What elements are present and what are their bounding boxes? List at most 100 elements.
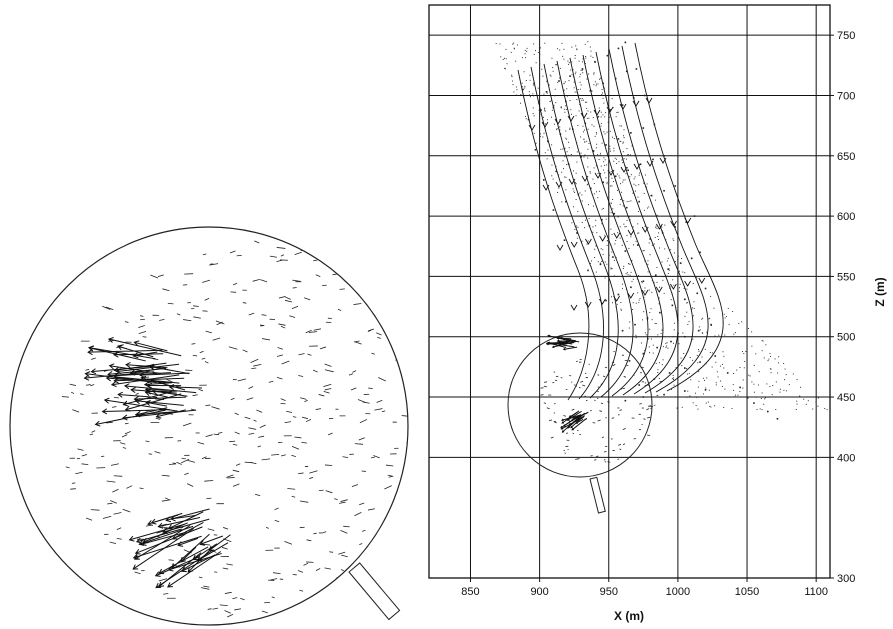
scatter-dot bbox=[593, 72, 595, 74]
scatter-dot bbox=[650, 338, 652, 340]
scatter-dot bbox=[568, 147, 570, 149]
scatter-dot bbox=[551, 175, 553, 177]
data-point bbox=[634, 323, 636, 326]
scatter-dot bbox=[661, 261, 663, 263]
scatter-dot bbox=[584, 227, 586, 229]
scatter-dot bbox=[539, 53, 541, 55]
scatter-dot bbox=[803, 398, 805, 400]
scatter-dot bbox=[581, 99, 583, 101]
vector-arrow bbox=[338, 551, 346, 555]
scatter-dot bbox=[576, 161, 578, 163]
vector-arrow bbox=[134, 571, 141, 575]
scatter-dot bbox=[551, 109, 553, 111]
scatter-dot bbox=[662, 359, 664, 361]
scatter-dot bbox=[616, 173, 618, 175]
jet-arrow bbox=[134, 341, 168, 352]
scatter-dot bbox=[584, 101, 586, 103]
scatter-dot bbox=[513, 42, 515, 44]
jet-arrow bbox=[158, 552, 202, 587]
scatter-dot bbox=[589, 171, 591, 173]
scatter-dot bbox=[637, 211, 639, 213]
jet-arrowhead bbox=[112, 351, 119, 358]
streamline-arrow bbox=[670, 220, 677, 227]
scatter-dot bbox=[571, 126, 573, 128]
data-point bbox=[625, 206, 628, 209]
vector-arrow bbox=[102, 305, 111, 310]
scatter-dot bbox=[592, 231, 594, 233]
scatter-dot bbox=[718, 334, 720, 336]
jet-arrowhead bbox=[158, 581, 165, 588]
scatter-dot bbox=[555, 165, 557, 167]
vector-arrow bbox=[301, 416, 309, 420]
scatter-dot bbox=[796, 379, 798, 381]
scatter-dot bbox=[582, 72, 584, 74]
scatter-dot bbox=[608, 254, 610, 256]
scatter-dot bbox=[581, 240, 583, 242]
plot-data-points bbox=[495, 41, 833, 420]
data-point bbox=[710, 323, 712, 326]
scatter-dot bbox=[621, 288, 623, 290]
vector-arrow bbox=[61, 396, 70, 398]
vector-arrow bbox=[265, 526, 269, 529]
scatter-dot bbox=[602, 169, 604, 171]
zoom-inset-boundary bbox=[9, 226, 409, 626]
scatter-dot bbox=[658, 362, 660, 364]
scatter-dot bbox=[510, 51, 512, 53]
vector-arrow bbox=[150, 274, 159, 279]
scatter-dot bbox=[796, 403, 798, 405]
vector-arrow bbox=[415, 367, 422, 369]
scatter-dot bbox=[657, 372, 659, 374]
data-point bbox=[605, 144, 607, 146]
scatter-dot bbox=[543, 132, 545, 134]
scatter-dot bbox=[637, 292, 639, 294]
scatter-dot bbox=[588, 142, 590, 144]
data-point bbox=[565, 100, 567, 103]
scatter-dot bbox=[598, 115, 600, 117]
scatter-dot bbox=[549, 100, 551, 102]
scatter-dot bbox=[616, 163, 618, 165]
data-point bbox=[739, 386, 741, 389]
scatter-dot bbox=[558, 174, 560, 176]
scatter-dot bbox=[564, 111, 566, 113]
scatter-dot bbox=[555, 102, 557, 104]
scatter-dot bbox=[565, 130, 567, 132]
scatter-dot bbox=[586, 107, 588, 109]
scatter-dot bbox=[626, 201, 628, 203]
scatter-dot bbox=[686, 288, 688, 290]
vector-arrow bbox=[261, 610, 268, 614]
scatter-dot bbox=[513, 91, 515, 93]
scatter-dot bbox=[749, 375, 751, 377]
scatter-dot bbox=[538, 109, 540, 111]
vector-arrow bbox=[145, 440, 150, 443]
scatter-dot bbox=[638, 232, 640, 234]
scatter-dot bbox=[503, 57, 505, 59]
vector-arrow bbox=[368, 328, 375, 332]
jet-arrowhead bbox=[155, 582, 162, 589]
vector-arrow bbox=[550, 436, 554, 439]
scatter-dot bbox=[708, 389, 710, 391]
scatter-dot bbox=[597, 173, 599, 175]
vector-arrow bbox=[193, 305, 199, 307]
scatter-dot bbox=[606, 263, 608, 265]
vector-arrow bbox=[546, 407, 550, 410]
scatter-dot bbox=[584, 43, 586, 45]
scatter-dot bbox=[832, 407, 833, 408]
scatter-dot bbox=[649, 352, 651, 354]
scatter-dot bbox=[652, 344, 654, 346]
scatter-dot bbox=[647, 263, 649, 265]
vector-arrow bbox=[204, 361, 209, 364]
vector-arrow bbox=[340, 530, 348, 534]
scatter-dot bbox=[524, 87, 526, 89]
vector-arrow bbox=[277, 347, 283, 350]
vector-arrow bbox=[335, 584, 340, 587]
scatter-dot bbox=[576, 142, 578, 144]
scatter-dot bbox=[696, 396, 698, 398]
scatter-dot bbox=[698, 349, 700, 351]
jet-arrow bbox=[135, 411, 178, 416]
scatter-dot bbox=[557, 48, 559, 50]
scatter-dot bbox=[546, 80, 548, 82]
vector-arrow bbox=[597, 374, 600, 376]
scatter-dot bbox=[609, 148, 611, 150]
scatter-dot bbox=[644, 290, 646, 292]
vector-arrow bbox=[124, 422, 129, 425]
